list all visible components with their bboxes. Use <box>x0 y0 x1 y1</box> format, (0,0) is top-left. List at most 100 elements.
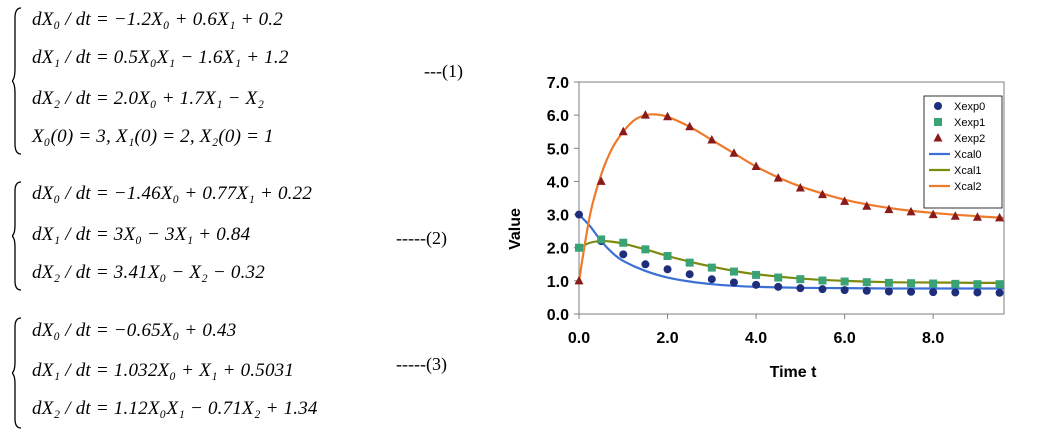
data-point-xexp0 <box>818 285 827 294</box>
series-line-xcal0 <box>578 213 1004 290</box>
left-brace-3 <box>12 317 22 429</box>
equation-system-1: dX₀ / dt = −1.2X₀ + 0.6X₁ + 0.2 dX₁ / dt… <box>12 6 492 156</box>
data-point-xexp0 <box>575 210 583 219</box>
data-point-xexp1 <box>597 235 606 244</box>
equation-1-line-1: dX₀ / dt = −1.2X₀ + 0.6X₁ + 0.2 <box>32 9 283 30</box>
y-tick-label: 1.0 <box>547 274 569 291</box>
data-point-xexp0 <box>685 270 694 279</box>
data-point-xexp2 <box>795 183 805 192</box>
y-tick-label: 5.0 <box>547 141 569 158</box>
legend-label: Xcal1 <box>954 165 982 177</box>
data-point-xexp1 <box>729 267 738 276</box>
data-point-xexp1 <box>862 278 871 287</box>
data-point-xexp2 <box>596 176 606 185</box>
y-tick-label: 0.0 <box>547 307 569 324</box>
data-point-xexp2 <box>640 110 650 119</box>
legend-label: Xcal2 <box>954 181 982 193</box>
y-tick-label: 7.0 <box>547 75 569 92</box>
y-tick-label: 3.0 <box>547 208 569 225</box>
equation-1-line-2: dX₁ / dt = 0.5X₀X₁ − 1.6X₁ + 1.2 <box>32 47 289 68</box>
legend-label: Xexp0 <box>954 101 985 113</box>
data-point-xexp1 <box>818 276 827 285</box>
data-point-xexp2 <box>773 173 783 182</box>
equation-3-line-2: dX₁ / dt = 1.032X₀ + X₁ + 0.5031 <box>32 360 295 381</box>
data-point-xexp2 <box>817 189 827 199</box>
data-point-xexp0 <box>619 250 628 259</box>
data-point-xexp2 <box>751 161 761 171</box>
data-point-xexp2 <box>884 204 894 214</box>
data-point-xexp2 <box>663 111 673 121</box>
equation-2-line-1: dX₀ / dt = −1.46X₀ + 0.77X₁ + 0.22 <box>32 183 313 204</box>
data-point-xexp1 <box>907 279 916 288</box>
data-point-xexp2 <box>840 196 850 205</box>
data-point-xexp0 <box>707 275 716 284</box>
equation-system-3: dX₀ / dt = −0.65X₀ + 0.43 dX₁ / dt = 1.0… <box>12 316 492 430</box>
data-point-xexp0 <box>663 265 672 274</box>
data-point-xexp1 <box>929 279 938 288</box>
data-point-xexp2 <box>906 206 916 216</box>
data-point-xexp1 <box>774 273 783 282</box>
data-point-xexp0 <box>995 288 1004 297</box>
data-point-xexp1 <box>707 263 716 272</box>
data-point-xexp2 <box>972 212 982 221</box>
equation-tag-3: -----(3) <box>396 354 447 374</box>
data-point-xexp2 <box>928 209 938 219</box>
equation-2-line-2: dX₁ / dt = 3X₀ − 3X₁ + 0.84 <box>32 224 251 245</box>
data-point-xexp1 <box>840 277 849 286</box>
equation-system-2: dX₀ / dt = −1.46X₀ + 0.77X₁ + 0.22 dX₁ /… <box>12 180 492 292</box>
legend-box <box>923 95 1003 209</box>
legend-marker-xexp1 <box>934 118 942 126</box>
y-tick-label: 4.0 <box>547 174 569 191</box>
data-point-xexp0 <box>840 286 849 295</box>
data-point-xexp0 <box>729 278 738 287</box>
equation-3-line-1: dX₀ / dt = −0.65X₀ + 0.43 <box>32 320 237 341</box>
x-tick-label: 2.0 <box>656 330 678 347</box>
equation-3-line-3: dX₂ / dt = 1.12X₀X₁ − 0.71X₂ + 1.34 <box>32 398 318 419</box>
legend-label: Xcal0 <box>954 149 982 161</box>
data-point-xexp2 <box>995 212 1005 222</box>
data-point-xexp0 <box>774 282 783 291</box>
data-point-xexp0 <box>973 288 982 297</box>
equation-1-line-3: dX₂ / dt = 2.0X₀ + 1.7X₁ − X₂ <box>32 88 265 109</box>
data-point-xexp1 <box>685 258 694 267</box>
data-point-xexp2 <box>729 148 739 157</box>
x-tick-label: 6.0 <box>834 330 856 347</box>
y-axis-label: Value <box>507 208 524 250</box>
equation-tag-1: ---(1) <box>424 61 463 81</box>
data-point-xexp0 <box>796 284 805 293</box>
data-point-xexp1 <box>973 280 982 289</box>
legend-label: Xexp2 <box>954 133 985 145</box>
data-point-xexp1 <box>752 270 761 279</box>
x-axis-label: Time t <box>770 364 818 381</box>
data-point-xexp1 <box>641 245 650 254</box>
equation-tag-2: -----(2) <box>396 228 447 248</box>
data-point-xexp2 <box>618 126 628 136</box>
series-line-xcal2 <box>577 113 1005 282</box>
data-point-xexp0 <box>951 288 960 297</box>
data-point-xexp2 <box>574 275 584 285</box>
data-point-xexp2 <box>685 121 695 131</box>
data-point-xexp1 <box>663 252 672 260</box>
equation-2-line-3: dX₂ / dt = 3.41X₀ − X₂ − 0.32 <box>32 262 265 283</box>
data-point-xexp1 <box>995 280 1004 289</box>
legend-marker-xexp2 <box>933 133 943 142</box>
legend-marker-xexp0 <box>934 102 942 110</box>
data-point-xexp0 <box>641 260 650 269</box>
y-tick-label: 2.0 <box>547 241 569 258</box>
data-point-xexp1 <box>619 238 628 247</box>
x-tick-label: 0.0 <box>568 330 590 347</box>
x-tick-label: 4.0 <box>745 330 767 347</box>
data-point-xexp2 <box>862 201 872 210</box>
data-point-xexp1 <box>796 275 805 284</box>
left-brace-2 <box>12 181 22 291</box>
legend-label: Xexp1 <box>954 117 985 129</box>
data-point-xexp1 <box>575 243 583 252</box>
time-series-chart: 0.0 1.0 2.0 3.0 4.0 5.0 6.0 7.0 0.0 2.0 4.0 6.0 8.0… <box>507 75 1005 381</box>
data-point-xexp1 <box>884 278 893 287</box>
y-tick-label: 6.0 <box>547 108 569 125</box>
data-point-xexp0 <box>862 286 871 295</box>
data-point-xexp0 <box>907 287 916 296</box>
x-tick-label: 8.0 <box>922 330 944 347</box>
equation-1-line-4: X₀(0) = 3, X₁(0) = 2, X₂(0) = 1 <box>32 126 274 147</box>
data-point-xexp1 <box>951 279 960 288</box>
